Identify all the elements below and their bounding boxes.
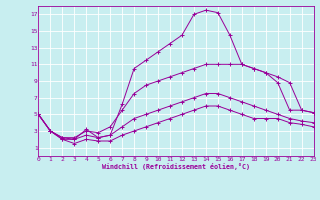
- X-axis label: Windchill (Refroidissement éolien,°C): Windchill (Refroidissement éolien,°C): [102, 163, 250, 170]
